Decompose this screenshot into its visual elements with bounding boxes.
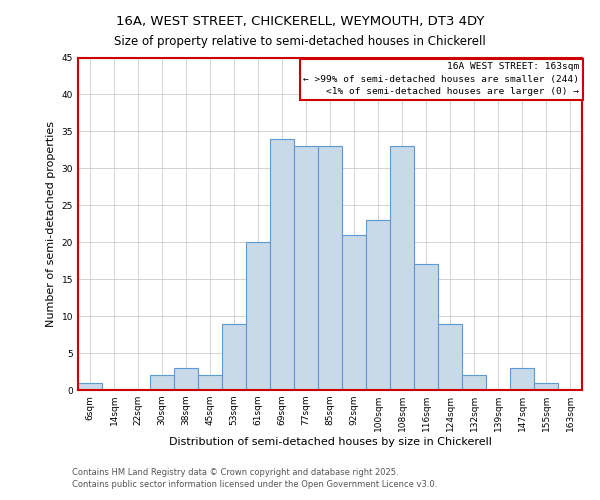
Bar: [462, 375, 486, 390]
Bar: [246, 242, 270, 390]
Bar: [414, 264, 438, 390]
Bar: [390, 146, 414, 390]
Bar: [534, 382, 558, 390]
Bar: [270, 139, 294, 390]
Bar: [198, 375, 222, 390]
Bar: [342, 235, 366, 390]
Y-axis label: Number of semi-detached properties: Number of semi-detached properties: [46, 120, 56, 327]
Bar: [510, 368, 534, 390]
X-axis label: Distribution of semi-detached houses by size in Chickerell: Distribution of semi-detached houses by …: [169, 437, 491, 447]
Bar: [222, 324, 246, 390]
Text: 16A, WEST STREET, CHICKERELL, WEYMOUTH, DT3 4DY: 16A, WEST STREET, CHICKERELL, WEYMOUTH, …: [116, 15, 484, 28]
Text: Size of property relative to semi-detached houses in Chickerell: Size of property relative to semi-detach…: [114, 35, 486, 48]
Bar: [174, 368, 198, 390]
Text: 16A WEST STREET: 163sqm
← >99% of semi-detached houses are smaller (244)
<1% of : 16A WEST STREET: 163sqm ← >99% of semi-d…: [304, 62, 580, 96]
Bar: [438, 324, 462, 390]
Bar: [150, 375, 174, 390]
Bar: [366, 220, 390, 390]
Bar: [318, 146, 342, 390]
Bar: [78, 382, 102, 390]
Bar: [294, 146, 318, 390]
Text: Contains HM Land Registry data © Crown copyright and database right 2025.
Contai: Contains HM Land Registry data © Crown c…: [72, 468, 437, 489]
